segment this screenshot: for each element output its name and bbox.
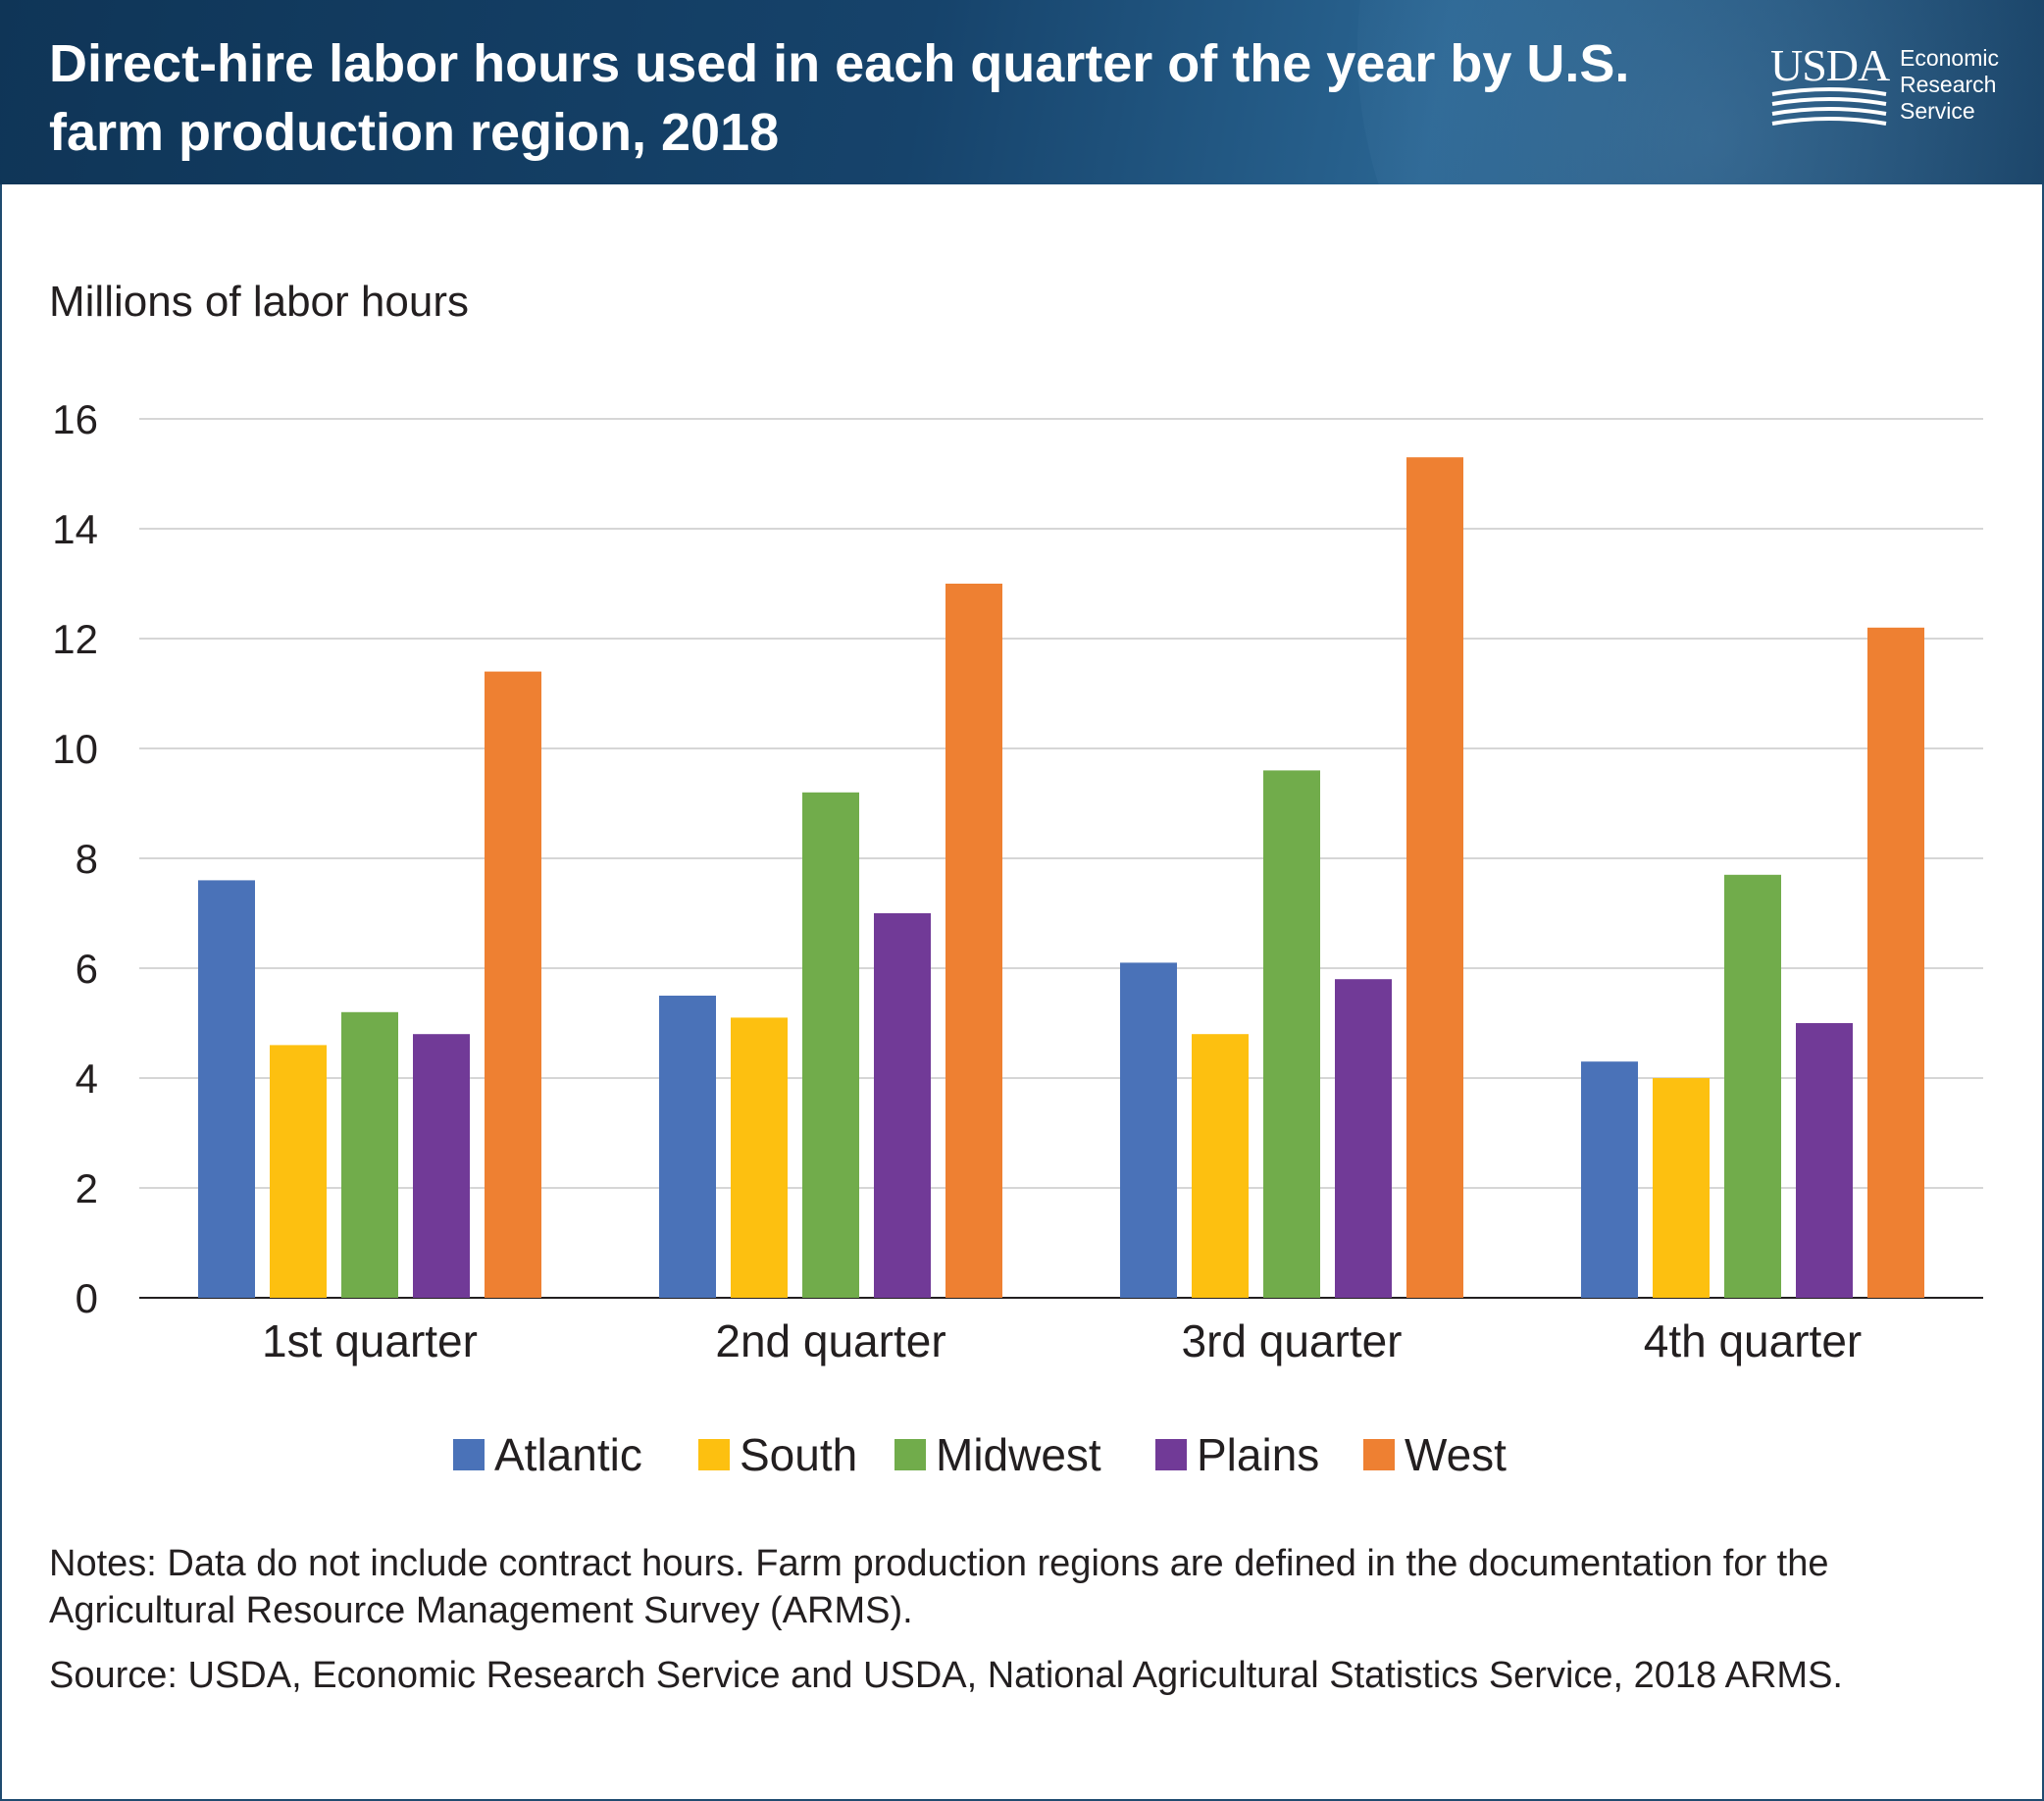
logo-field-icon — [1771, 87, 1887, 126]
header-banner: Direct-hire labor hours used in each qua… — [0, 0, 2044, 184]
logo-usda-wordmark: USDA — [1770, 40, 1890, 90]
source-text: Source: USDA, Economic Research Service … — [49, 1655, 1843, 1696]
y-tick-label: 0 — [76, 1275, 98, 1321]
legend-label: Plains — [1197, 1429, 1320, 1480]
bar-plains-q4 — [1796, 1023, 1853, 1298]
bar-south-q2 — [731, 1017, 788, 1298]
bar-midwest-q2 — [802, 792, 859, 1298]
bar-chart: 0 2 4 6 8 10 12 14 16 1st quarter 2nd quarter 3rd … — [52, 396, 1983, 1366]
bar-west-q4 — [1867, 627, 1924, 1298]
logo-agency-name: Economic Research Service — [1900, 45, 2027, 125]
y-tick-label: 16 — [52, 396, 98, 442]
x-tick-label: 1st quarter — [262, 1315, 478, 1366]
usda-ers-logo: USDA Economic Research Service — [1770, 39, 2025, 137]
y-tick-label: 12 — [52, 616, 98, 662]
logo-line-2: Research — [1900, 72, 1997, 97]
bar-west-q2 — [945, 584, 1002, 1298]
legend-label: Midwest — [936, 1429, 1101, 1480]
legend-label: Atlantic — [494, 1429, 642, 1480]
bar-south-q4 — [1653, 1078, 1710, 1298]
header-decoration — [1357, 0, 2044, 184]
bar-midwest-q3 — [1263, 770, 1320, 1298]
bar-midwest-q4 — [1724, 874, 1781, 1298]
legend-swatch — [1155, 1439, 1187, 1470]
bar-plains-q3 — [1335, 979, 1392, 1298]
bar-midwest-q1 — [341, 1011, 398, 1298]
legend-swatch — [453, 1439, 485, 1470]
y-axis-label: Millions of labor hours — [49, 278, 469, 326]
bars — [198, 457, 1924, 1298]
x-tick-labels: 1st quarter 2nd quarter 3rd quarter 4th qua… — [262, 1315, 1862, 1366]
y-tick-label: 6 — [76, 946, 98, 992]
legend-label: South — [740, 1429, 858, 1480]
y-tick-label: 10 — [52, 726, 98, 772]
y-tick-label: 14 — [52, 506, 98, 552]
y-tick-label: 4 — [76, 1055, 98, 1102]
x-tick-label: 2nd quarter — [715, 1315, 945, 1366]
chart-title: Direct-hire labor hours used in each qua… — [49, 34, 1630, 162]
bar-atlantic-q1 — [198, 880, 255, 1298]
bar-west-q1 — [485, 671, 541, 1298]
bar-atlantic-q4 — [1581, 1061, 1638, 1298]
y-tick-label: 2 — [76, 1165, 98, 1211]
notes-text: Notes: Data do not include contract hour… — [49, 1543, 1829, 1631]
bar-west-q3 — [1406, 457, 1463, 1298]
bar-south-q3 — [1192, 1034, 1249, 1298]
notes-section: Notes: Data do not include contract hour… — [49, 1540, 2001, 1717]
bar-plains-q2 — [874, 913, 931, 1298]
legend-swatch — [698, 1439, 730, 1470]
bar-atlantic-q3 — [1120, 962, 1177, 1298]
x-tick-label: 3rd quarter — [1181, 1315, 1402, 1366]
bar-atlantic-q2 — [659, 996, 716, 1298]
y-tick-label: 8 — [76, 836, 98, 882]
x-tick-label: 4th quarter — [1644, 1315, 1862, 1366]
legend-swatch — [1363, 1439, 1395, 1470]
bar-plains-q1 — [413, 1034, 470, 1298]
logo-line-1: Economic — [1900, 45, 1999, 71]
logo-line-3: Service — [1900, 98, 1975, 124]
legend: Atlantic South Midwest Plains West — [0, 1425, 2044, 1484]
y-tick-labels: 0 2 4 6 8 10 12 14 16 — [52, 396, 98, 1321]
bar-south-q1 — [270, 1045, 327, 1298]
legend-label: West — [1405, 1429, 1507, 1480]
legend-swatch — [894, 1439, 926, 1470]
